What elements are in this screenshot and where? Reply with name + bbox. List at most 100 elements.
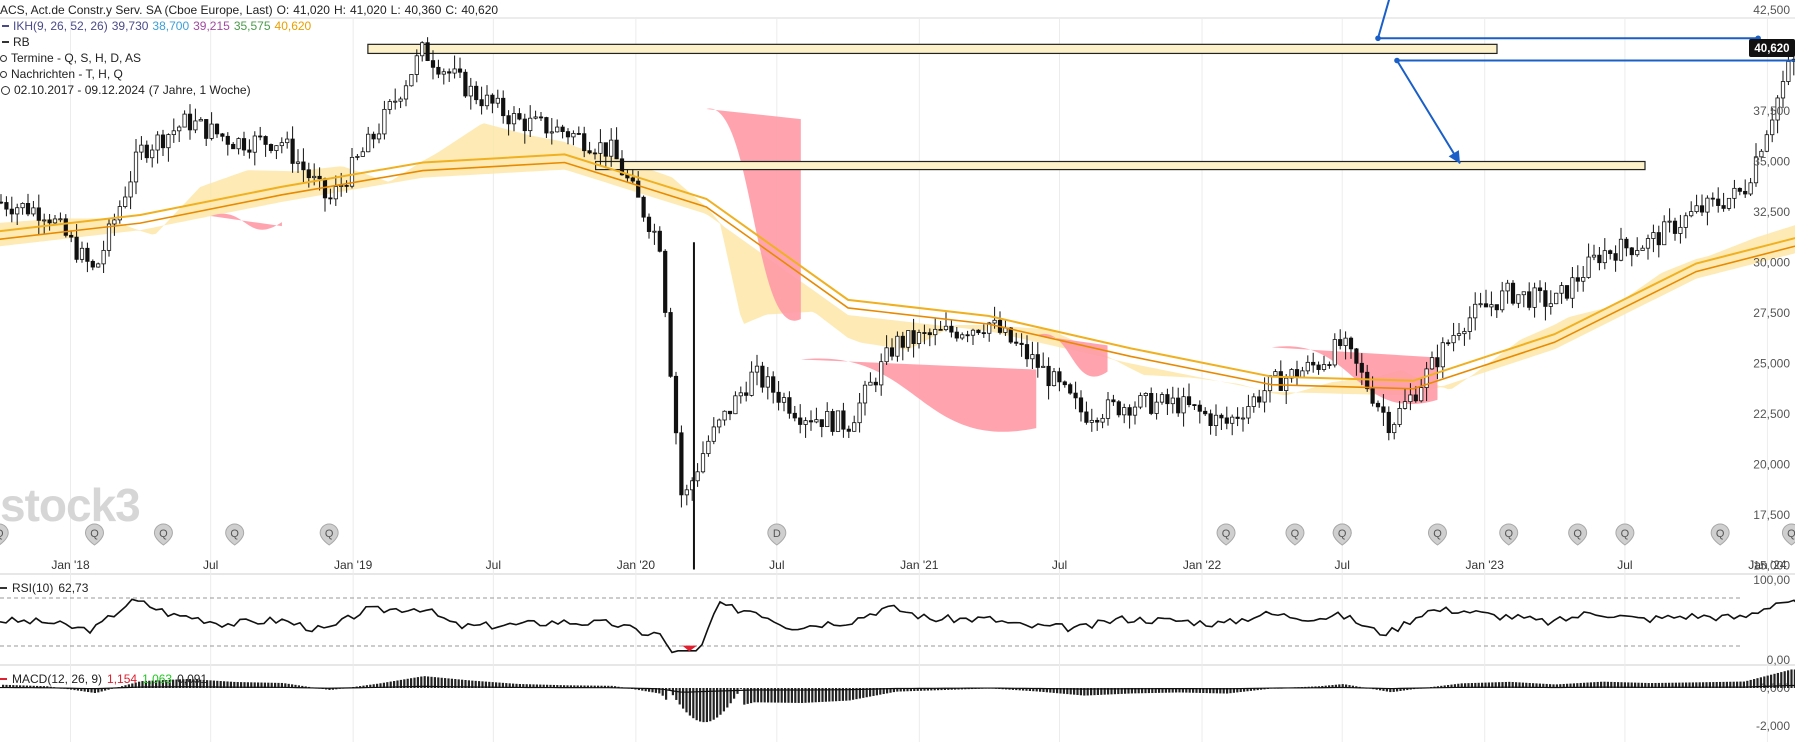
marker-label: Q [1716,528,1725,540]
macd-histogram-bar [253,682,256,688]
time-tick-label: Jul [486,558,501,572]
rsi-legend[interactable]: RSI(10) 62,73 [0,581,88,595]
candle-body [117,206,122,221]
candle-body [1122,407,1127,416]
candle-body [279,142,284,147]
macd-histogram-bar [100,688,103,692]
rb-row[interactable]: RB [0,34,498,50]
macd-histogram-bar [2,684,5,688]
candle-body [1062,381,1067,386]
macd-histogram-bar [1096,688,1099,695]
macd-histogram-bar [1249,688,1252,691]
event-markers[interactable]: QQQQQDQQQQQQQQQQQ [0,523,1795,546]
marker-label: Q [1621,528,1630,540]
macd-histogram-bar [1566,683,1569,688]
candle-body [1618,238,1624,261]
macd-histogram-bar [682,688,685,709]
event-marker[interactable]: Q [1499,523,1519,546]
macd-histogram-bar [260,682,263,688]
candle-body [517,113,522,120]
event-marker[interactable]: Q [1332,523,1352,546]
event-marker[interactable]: Q [1615,523,1635,546]
macd-histogram-bar [1212,688,1215,694]
event-marker[interactable]: Q [1285,523,1305,546]
target-line[interactable]: 51,96840,620 [0,0,1795,57]
event-marker[interactable]: Q [319,523,339,546]
instrument-name: ACS, Act.de Constr.y Serv. SA (Cboe Euro… [0,3,273,17]
macd-legend[interactable]: MACD(12, 26, 9) 1,154 1,063 0,091 [0,672,207,686]
candle-body [1149,393,1154,414]
projection-arrows[interactable] [1375,0,1795,165]
macd-histogram-bar [1725,681,1728,688]
macd-histogram-bar [250,682,253,688]
event-marker[interactable]: Q [0,523,9,546]
event-marker[interactable]: Q [1427,523,1447,546]
candle-body [954,331,959,339]
candle-body [90,260,95,268]
macd-histogram-bar [93,688,96,694]
macd-histogram-bar [29,685,32,688]
macd-histogram-bar [1487,682,1490,688]
instrument-row[interactable]: ACS, Act.de Constr.y Serv. SA (Cboe Euro… [0,2,498,18]
macd-histogram-bar [1460,683,1463,688]
macd-histogram-bar [1552,684,1555,688]
macd-histogram-bar [1025,688,1028,691]
candle-body [1365,371,1370,390]
macd-histogram-bar [461,679,464,688]
macd-histogram-bar [399,679,402,688]
candle-body [166,134,171,149]
macd-histogram-bar [597,685,600,688]
macd-histogram-bar [1668,682,1671,688]
candle-body [204,119,209,139]
event-marker[interactable]: D [767,523,787,546]
macd-histogram-bar [855,688,858,700]
candle-body [1046,365,1051,387]
macd-histogram-bar [36,685,39,688]
macd-histogram-bar [1039,688,1042,692]
macd-histogram-bar [1770,674,1773,688]
macd-histogram-bar [692,688,695,719]
candle-body [1775,97,1780,121]
candle-body [25,202,31,215]
candle-body [830,411,835,432]
candle-body [571,133,576,138]
marker-pin-icon [84,523,104,546]
macd-histogram-bar [777,688,780,703]
range-row[interactable]: 02.10.2017 - 09.12.2024 (7 Jahre, 1 Woch… [0,82,498,98]
event-marker[interactable]: Q [153,523,173,546]
candle-body [333,186,338,200]
macd-histogram-bar [1702,682,1705,688]
macd-histogram-bar [559,685,562,688]
macd-histogram-bar [1168,688,1171,693]
macd-histogram-bar [1161,688,1164,693]
resistance-zones[interactable] [367,43,1646,171]
marker-pin-icon [0,523,9,546]
macd-histogram-bar [297,685,300,688]
event-marker[interactable]: Q [1568,523,1588,546]
ikh-row[interactable]: IKH(9, 26, 52, 26) 39,730 38,700 39,215 … [0,18,498,34]
macd-histogram-bar [22,685,25,688]
nachrichten-radio-icon [0,70,7,78]
macd-histogram-bar [852,688,855,700]
event-marker[interactable]: Q [84,523,104,546]
macd-histogram-bar [19,685,22,688]
termine-row[interactable]: Termine - Q, S, H, D, AS [0,50,498,66]
open-value: 41,020 [293,3,330,17]
candle-body [673,375,679,434]
macd-line [0,684,1795,693]
macd-histogram-bar [1205,688,1208,694]
event-marker[interactable]: Q [1216,523,1236,546]
projection-arrow-line [1395,59,1795,165]
macd-histogram-bar [1756,678,1759,688]
event-marker[interactable]: Q [1710,523,1730,546]
macd-histogram-bar [223,681,226,688]
high-label: H: [333,3,346,17]
macd-histogram-bar [396,680,399,688]
macd-histogram-bar [46,686,49,688]
event-marker[interactable]: Q [1781,523,1795,546]
candle-body [1116,401,1121,416]
event-marker[interactable]: Q [225,523,245,546]
macd-histogram-bar [705,688,708,723]
candle-body [1197,404,1202,412]
nachrichten-row[interactable]: Nachrichten - T, H, Q [0,66,498,82]
